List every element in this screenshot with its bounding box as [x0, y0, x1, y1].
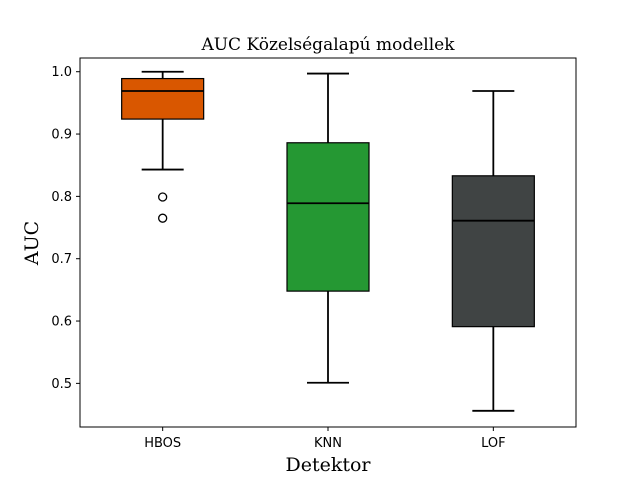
x-axis-label: Detektor [285, 454, 371, 476]
box-lof [451, 175, 535, 328]
axes-frame [79, 57, 577, 428]
box-knn [286, 142, 370, 292]
outlier-point-hbos [158, 192, 168, 202]
y-axis-label: AUC [21, 221, 43, 266]
box-hbos [121, 77, 205, 120]
chart-title: AUC Közelségalapú modellek [200, 35, 455, 55]
x-tick-label-hbos: HBOS [144, 436, 181, 451]
y-tick-label: 1.0 [51, 65, 72, 80]
y-tick-label: 0.8 [51, 190, 72, 205]
y-tick-label: 0.5 [51, 377, 72, 392]
y-tick-label: 0.7 [51, 252, 72, 267]
outlier-point-hbos [158, 213, 168, 223]
plot-area: 0.5 0.6 0.7 0.8 0.9 1.0 HBOS KNN LOF [51, 57, 577, 451]
y-tick-label: 0.6 [51, 315, 72, 330]
x-tick-label-knn: KNN [314, 436, 342, 451]
y-tick-label: 0.9 [51, 128, 72, 143]
x-tick-label-lof: LOF [481, 436, 506, 451]
